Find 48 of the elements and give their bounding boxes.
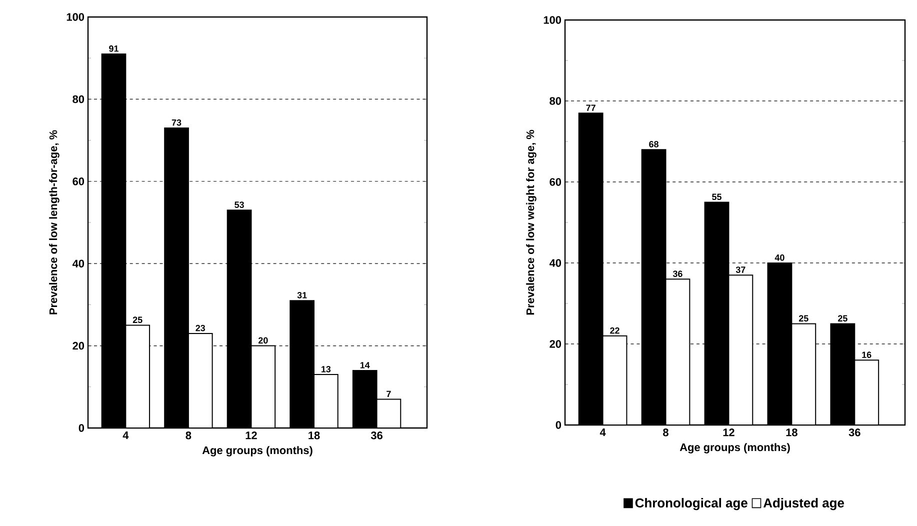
x-tick-label: 18	[308, 432, 320, 440]
data-label: 25	[838, 315, 848, 322]
x-tick-label: 36	[848, 428, 860, 436]
legend-label: Chronological age	[635, 498, 748, 510]
y-tick-label: 80	[72, 95, 84, 104]
data-label: 13	[322, 366, 331, 372]
x-tick-label: 18	[786, 428, 798, 436]
data-label: 37	[736, 266, 746, 273]
data-label: 22	[610, 327, 620, 334]
y-tick-label: 60	[550, 178, 562, 186]
data-label: 25	[798, 315, 808, 322]
x-tick-label: 12	[723, 428, 734, 436]
y-tick-label: 0	[556, 421, 562, 429]
y-tick-label: 40	[549, 259, 562, 267]
y-tick-label: 20	[550, 340, 562, 348]
data-label: 73	[172, 119, 182, 126]
data-label: 14	[360, 362, 370, 368]
data-label: 53	[234, 202, 244, 208]
x-tick-label: 36	[370, 432, 382, 440]
x-tick-label: 4	[600, 428, 606, 436]
y-tick-label: 0	[78, 424, 84, 432]
y-tick-label: 20	[72, 342, 84, 350]
data-label: 91	[109, 45, 118, 52]
data-label: 7	[386, 390, 391, 398]
y-axis-title: Prevalence of low weight for age, %	[526, 130, 536, 315]
data-label: 31	[297, 292, 307, 298]
data-label: 77	[586, 104, 596, 111]
y-tick-label: 100	[66, 13, 84, 21]
data-label: 23	[196, 324, 206, 332]
x-tick-label: 12	[246, 432, 257, 440]
y-tick-label: 60	[72, 178, 84, 186]
x-axis-title: Age groups (months)	[680, 443, 790, 454]
data-label: 68	[649, 141, 659, 148]
y-tick-label: 40	[72, 260, 84, 268]
data-label: 55	[712, 194, 722, 200]
x-tick-label: 8	[186, 432, 192, 440]
data-label: 20	[258, 337, 268, 344]
x-axis-title: Age groups (months)	[202, 446, 312, 456]
data-label: 36	[672, 270, 682, 277]
data-label: 40	[774, 254, 784, 261]
legend-label: Adjusted age	[763, 498, 844, 510]
y-tick-label: 80	[550, 97, 562, 105]
x-tick-label: 8	[663, 428, 668, 436]
y-tick-label: 100	[544, 16, 562, 24]
x-tick-label: 4	[122, 432, 129, 440]
y-axis-title: Prevalence of low length-for-age, %	[49, 130, 60, 314]
data-label: 25	[132, 316, 142, 324]
data-label: 16	[862, 352, 872, 358]
